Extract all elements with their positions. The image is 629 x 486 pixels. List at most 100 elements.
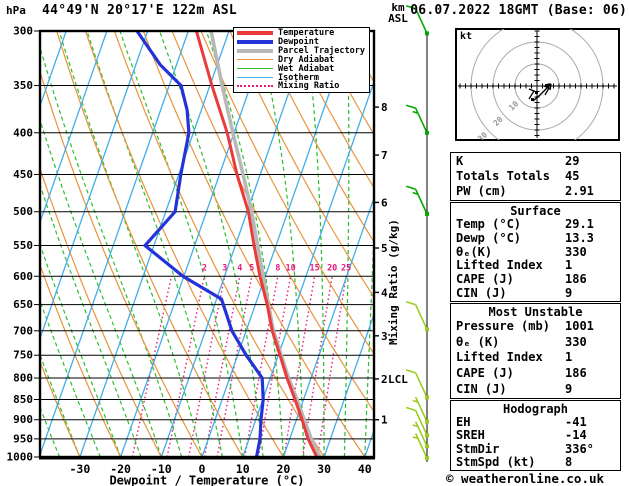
- legend-item: Isotherm: [236, 72, 367, 83]
- svg-text:8: 8: [275, 263, 280, 273]
- mixing-axis-title: Mixing Ratio (g/kg): [387, 219, 400, 345]
- km-ticks: 1 2 3 4 5 6 7 8: [374, 101, 388, 427]
- svg-text:7: 7: [381, 149, 388, 162]
- stat-label: CAPE (J): [456, 271, 514, 286]
- panel-most-unstable: Most Unstable Pressure (mb) 1001 θₑ (K) 330…: [450, 303, 621, 399]
- stat-label: θₑ(K): [456, 244, 493, 259]
- stat-row: StmSpd (kt) 8: [456, 454, 615, 469]
- lcl-marker: LCL: [388, 373, 408, 386]
- svg-text:-10: -10: [151, 462, 172, 476]
- stat-row: Totals Totals 45: [456, 170, 615, 183]
- svg-text:650: 650: [13, 298, 33, 311]
- temp-axis-title: Dewpoint / Temperature (°C): [109, 474, 304, 486]
- stat-value: 13.3: [565, 230, 594, 245]
- legend-item: Dry Adiabat: [236, 56, 367, 64]
- svg-text:2: 2: [381, 373, 388, 386]
- mixing-ratio-labels: 2 3 4 5 8 10 15 20 25: [202, 263, 351, 273]
- legend-box: Temperature Dewpoint Parcel Trajectory Dry …: [233, 27, 370, 93]
- stat-row: K 29: [456, 155, 615, 168]
- stat-label: CIN (J): [456, 285, 507, 300]
- wind-barb: [405, 406, 429, 438]
- stat-value: -14: [565, 428, 587, 443]
- svg-text:20: 20: [327, 263, 337, 273]
- altitude-axis-unit: km ASL: [388, 1, 408, 25]
- svg-text:30: 30: [317, 462, 331, 476]
- legend-label: Mixing Ratio: [278, 81, 340, 92]
- legend-label: Isotherm: [278, 72, 319, 83]
- stat-label: EH: [456, 415, 471, 430]
- stat-value: 45: [565, 169, 580, 183]
- stat-row: θₑ (K) 330: [456, 334, 615, 349]
- stat-row: SREH -14: [456, 429, 615, 442]
- pressure-axis-unit: hPa: [6, 4, 26, 17]
- stat-label: Pressure (mb): [456, 319, 550, 334]
- stat-row: EH -41: [456, 416, 615, 429]
- legend-label: Wet Adiabat: [278, 63, 335, 74]
- stat-row: Lifted Index 1: [456, 351, 615, 364]
- svg-text:5: 5: [381, 242, 388, 255]
- legend-label: Parcel Trajectory: [278, 46, 365, 57]
- stat-label: StmDir: [456, 441, 500, 456]
- plot-area: [40, 31, 374, 457]
- run-title: 06.07.2022 18GMT (Base: 06): [410, 3, 627, 18]
- svg-text:0: 0: [199, 462, 206, 476]
- svg-text:4: 4: [237, 263, 242, 273]
- stat-value: 29: [565, 154, 580, 168]
- panel-hodograph: Hodograph EH -41 SREH -14 StmDir 336° StmSpd (…: [450, 400, 621, 471]
- svg-text:-30: -30: [70, 462, 91, 476]
- svg-text:1: 1: [381, 414, 388, 427]
- stat-value: 8: [565, 454, 573, 469]
- svg-text:550: 550: [13, 239, 33, 252]
- stat-row: Pressure (mb) 1001: [456, 320, 615, 333]
- legend-item: Wet Adiabat: [236, 65, 367, 73]
- wind-barb: [405, 300, 429, 332]
- stat-value: 336°: [565, 441, 594, 456]
- stat-label: CIN (J): [456, 381, 507, 396]
- svg-text:30: 30: [476, 130, 489, 143]
- svg-text:4: 4: [381, 286, 388, 299]
- stat-label: Lifted Index: [456, 258, 543, 273]
- temperature-line: [194, 31, 319, 457]
- wind-barb: [412, 396, 429, 424]
- legend-line-sample: [237, 59, 273, 61]
- wind-barb-column: [405, 5, 429, 462]
- svg-text:3: 3: [381, 330, 388, 343]
- stat-row: Temp (°C) 29.1: [456, 218, 615, 231]
- svg-text:6: 6: [381, 196, 388, 209]
- hodograph-unit: kt: [460, 31, 473, 42]
- isotherms: [40, 31, 374, 457]
- station-title: 44°49'N 20°17'E 122m ASL: [42, 3, 238, 18]
- svg-text:20: 20: [276, 462, 290, 476]
- stat-row: CAPE (J) 186: [456, 271, 615, 286]
- panel-surface: Surface Temp (°C) 29.1 Dewp (°C) 13.3 θₑ(K) 3…: [450, 202, 621, 302]
- dewpoint-line: [135, 31, 265, 457]
- temp-tick-labels: -30 -20 -10 0 10 20 30 40: [70, 462, 372, 476]
- legend-line-sample: [237, 77, 273, 79]
- stat-value: 330: [565, 244, 587, 259]
- svg-text:8: 8: [381, 101, 388, 114]
- stat-value: 186: [565, 366, 587, 381]
- wind-barb: [405, 5, 429, 36]
- wind-barb: [412, 421, 429, 449]
- stat-label: Lifted Index: [456, 350, 543, 365]
- stat-row: PW (cm) 2.91: [456, 185, 615, 198]
- stat-label: PW (cm): [456, 184, 507, 198]
- wind-barb: [405, 104, 429, 135]
- svg-text:800: 800: [13, 372, 33, 385]
- mixing-ratio-lines: [131, 276, 347, 457]
- legend-item: Temperature: [236, 29, 367, 38]
- svg-text:950: 950: [13, 432, 33, 445]
- svg-text:5: 5: [249, 263, 254, 273]
- stat-label: θₑ (K): [456, 334, 500, 349]
- stat-value: 2.91: [565, 184, 594, 198]
- stat-value: 186: [565, 271, 587, 286]
- stat-value: 29.1: [565, 217, 594, 232]
- svg-text:40: 40: [358, 462, 372, 476]
- pressure-tick-labels: 300 350 400 450 500 550 600 650 700 750 800 850 900 9…: [7, 25, 40, 464]
- wind-barb: [412, 433, 429, 461]
- stat-row: Dewp (°C) 13.3: [456, 230, 615, 245]
- svg-text:15: 15: [309, 263, 319, 273]
- stat-label: K: [456, 154, 464, 168]
- stat-value: 9: [565, 381, 573, 396]
